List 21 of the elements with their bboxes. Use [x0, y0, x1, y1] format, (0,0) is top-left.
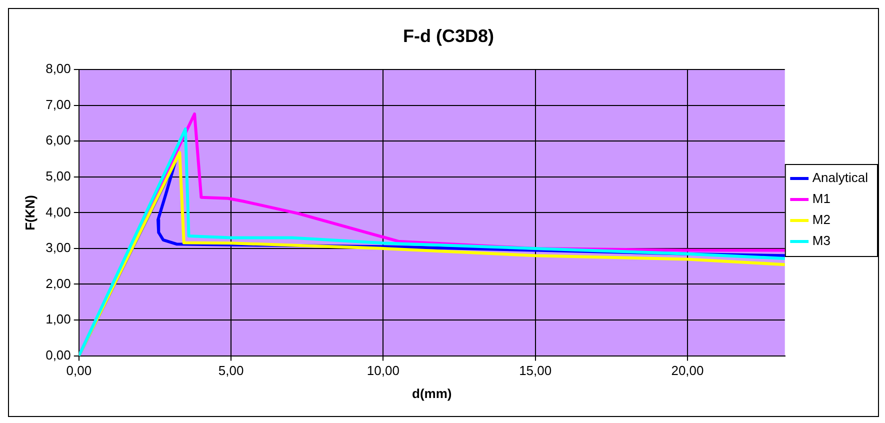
legend-label: Analytical	[812, 170, 868, 186]
x-tick-label: 10,00	[366, 363, 400, 378]
x-axis-title: d(mm)	[412, 386, 452, 401]
x-tick-label: 20,00	[671, 363, 704, 378]
legend-label: M1	[812, 191, 830, 206]
y-tick-label: 5,00	[46, 168, 71, 184]
legend-label: M2	[812, 212, 830, 228]
x-tick-label: 5,00	[218, 363, 244, 378]
y-axis-title: F(KN)	[22, 195, 38, 230]
chart-title: F-d (C3D8)	[403, 26, 494, 46]
y-tick-label: 8,00	[46, 61, 71, 76]
y-tick-label: 1,00	[46, 312, 71, 327]
y-tick-label: 4,00	[46, 204, 71, 220]
y-tick-label: 7,00	[46, 96, 71, 112]
x-tick-label: 0,00	[66, 363, 92, 378]
x-tick-label: 15,00	[519, 363, 552, 378]
y-tick-label: 3,00	[46, 240, 71, 256]
y-tick-label: 0,00	[46, 347, 71, 362]
y-tick-label: 6,00	[46, 132, 71, 148]
y-tick-label: 2,00	[46, 276, 71, 291]
legend-label: M3	[812, 233, 830, 248]
